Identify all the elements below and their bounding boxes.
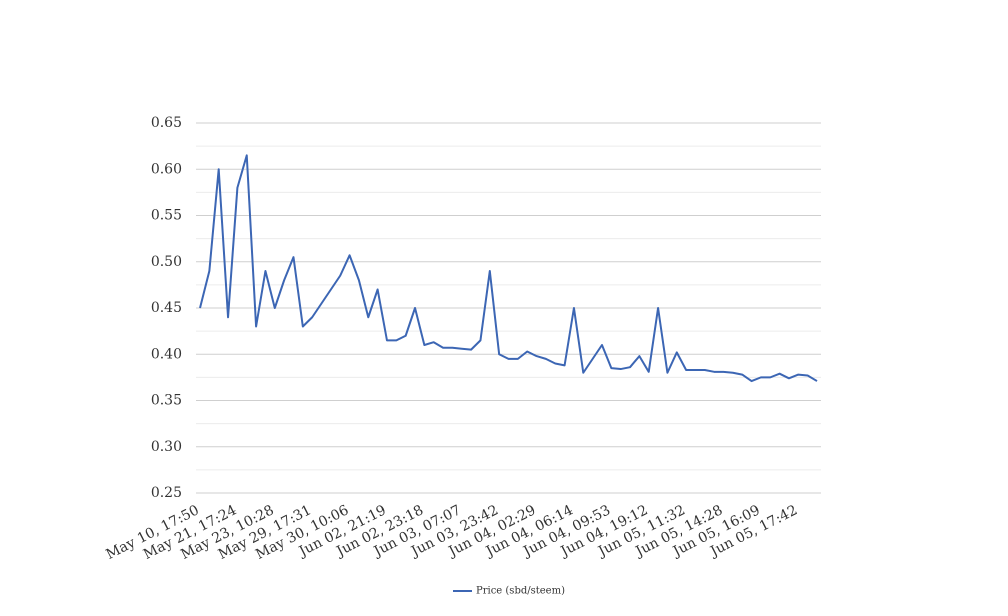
y-tick-label: 0.45 [151,300,182,316]
y-tick-label: 0.35 [151,393,182,409]
y-tick-label: 0.55 [151,208,182,224]
price-line [199,154,818,383]
y-tick-label: 0.40 [151,346,182,362]
y-tick-label: 0.25 [151,485,182,501]
y-tick-label: 0.60 [151,161,182,177]
legend-label: Price (sbd/steem) [476,586,565,597]
y-tick-label: 0.65 [151,115,182,131]
y-tick-label: 0.50 [151,254,182,270]
y-tick-label: 0.30 [151,439,182,455]
